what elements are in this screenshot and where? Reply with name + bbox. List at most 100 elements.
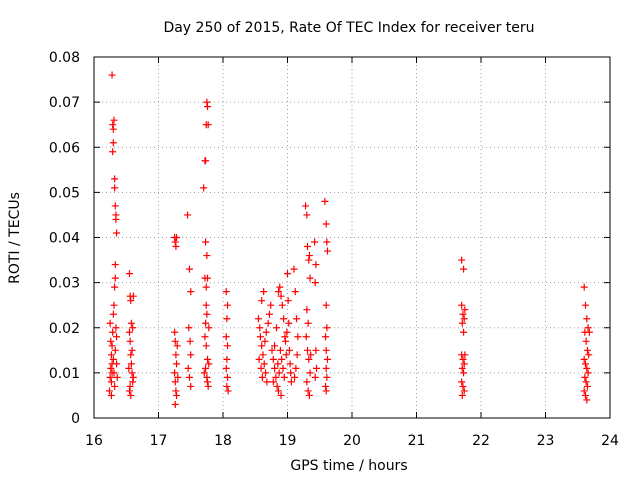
data-point [583,382,591,390]
data-point [203,310,211,318]
data-point [111,274,119,282]
data-point [581,360,589,368]
data-point [111,175,119,183]
data-point [111,261,119,269]
data-point [112,324,120,332]
data-point [109,328,117,336]
data-point [584,324,592,332]
data-point [276,283,284,291]
data-point [282,337,290,345]
data-point [287,369,295,377]
data-point [458,319,466,327]
data-point [185,265,193,273]
y-tick-label: 0.04 [49,231,80,247]
data-point [204,103,212,111]
data-point [256,333,264,341]
data-point [322,301,330,309]
data-point [204,355,212,363]
data-point [294,333,302,341]
data-point [202,342,210,350]
data-point [284,297,292,305]
y-tick-label: 0.08 [49,50,80,66]
data-point [171,328,179,336]
data-point [262,369,270,377]
data-point [458,256,466,264]
data-point [107,378,115,386]
data-point [204,121,212,129]
data-point [126,382,134,390]
x-axis-title: GPS time / hours [290,458,407,474]
data-point [173,342,181,350]
data-point [581,301,589,309]
data-point [107,351,115,359]
data-point [311,238,319,246]
data-point [173,360,181,368]
data-point [267,301,275,309]
data-point [129,292,137,300]
data-point [106,373,114,381]
data-point [255,355,263,363]
y-tick-label: 0.05 [49,185,80,201]
data-point [302,202,310,210]
data-point [185,373,193,381]
data-point [461,306,469,314]
data-point [459,310,467,318]
data-point [113,373,121,381]
data-point [257,364,265,372]
data-point [582,378,590,386]
data-point [202,238,210,246]
data-point [264,319,272,327]
data-point [303,378,311,386]
data-point [107,337,115,345]
data-point [275,369,283,377]
x-tick-label: 21 [408,433,426,449]
data-point [172,351,180,359]
data-point [274,288,282,296]
data-point [322,346,330,354]
data-point [585,328,593,336]
data-point [260,288,268,296]
data-point [580,387,588,395]
data-point [108,369,116,377]
data-point [205,360,213,368]
data-point [304,319,312,327]
data-point [127,351,135,359]
data-point [293,315,301,323]
y-tick-label: 0.03 [49,276,80,292]
data-point [224,387,232,395]
data-point [580,283,588,291]
data-point [111,283,119,291]
data-point [263,378,271,386]
data-point [460,328,468,336]
data-point [311,373,319,381]
data-point [171,238,179,246]
data-point [283,328,291,336]
data-point [278,301,286,309]
data-point [273,382,281,390]
data-point [458,364,466,372]
axis-ticks [93,56,611,419]
data-point [284,270,291,278]
x-tick-labels: 16 17 18 19 20 21 22 23 24 [85,433,619,449]
data-point [128,346,136,354]
data-point [204,382,212,390]
data-point [187,351,195,359]
data-point [205,324,213,332]
data-point [111,382,119,390]
data-point [258,342,266,350]
data-point [112,215,120,223]
data-point [282,351,290,359]
x-tick-label: 20 [343,433,361,449]
data-point [302,333,310,341]
data-point [580,355,588,363]
data-point [204,378,212,386]
data-point [172,243,180,251]
data-point [459,355,467,363]
data-point [285,346,293,354]
data-point [312,261,320,269]
data-point [223,355,231,363]
y-tick-label: 0.07 [49,95,80,111]
data-point [313,364,321,372]
data-points [105,71,593,408]
data-point [109,139,117,147]
